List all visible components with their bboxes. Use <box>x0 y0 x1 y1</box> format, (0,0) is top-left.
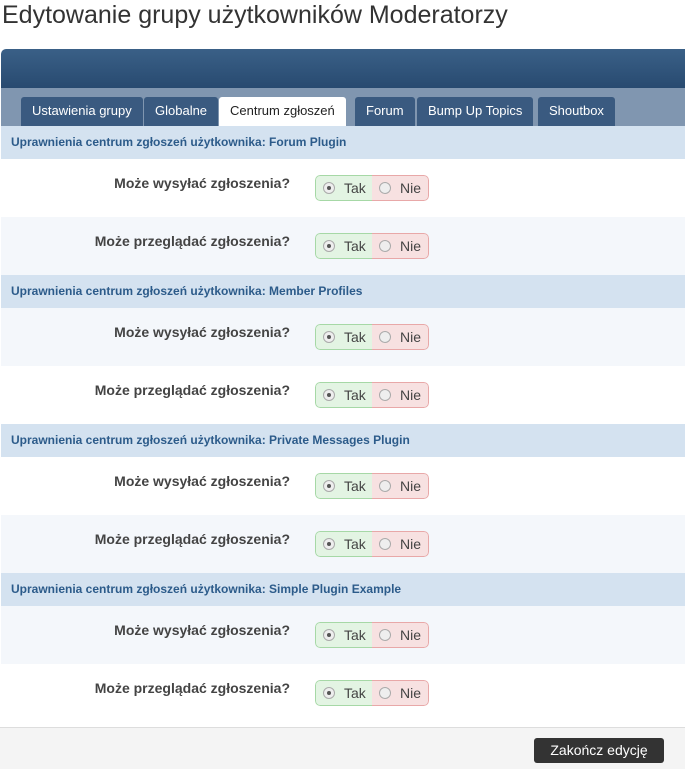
no-label: Nie <box>400 238 422 254</box>
permission-row: Może wysyłać zgłoszenia? Tak Nie <box>1 606 685 664</box>
section-header: Uprawnienia centrum zgłoszeń użytkownika… <box>1 573 685 606</box>
yes-no-toggle: Tak Nie <box>315 531 429 557</box>
settings-panel: Ustawienia grupy Globalne Centrum zgłoszeń… <box>1 49 685 769</box>
permission-label: Może przeglądać zgłoszenia? <box>94 382 290 398</box>
radio-yes-icon[interactable] <box>323 182 335 194</box>
no-label: Nie <box>400 685 422 701</box>
yes-label: Tak <box>344 536 366 552</box>
no-label: Nie <box>400 536 422 552</box>
permission-row: Może wysyłać zgłoszenia? Tak Nie <box>1 159 685 217</box>
permission-row: Może przeglądać zgłoszenia? Tak Nie <box>1 664 685 722</box>
radio-no-icon[interactable] <box>379 240 391 252</box>
tab-forum[interactable]: Forum <box>355 97 415 126</box>
permission-label: Może wysyłać zgłoszenia? <box>114 622 290 638</box>
permission-row: Może przeglądać zgłoszenia? Tak Nie <box>1 217 685 275</box>
yes-option[interactable]: Tak <box>315 233 372 259</box>
section-header: Uprawnienia centrum zgłoszeń użytkownika… <box>1 275 685 308</box>
yes-label: Tak <box>344 685 366 701</box>
radio-yes-icon[interactable] <box>323 687 335 699</box>
panel-header <box>1 49 685 88</box>
tab-centrum-zgłoszeń[interactable]: Centrum zgłoszeń <box>219 97 346 126</box>
no-label: Nie <box>400 478 422 494</box>
permission-row: Może wysyłać zgłoszenia? Tak Nie <box>1 308 685 366</box>
permission-row: Może wysyłać zgłoszenia? Tak Nie <box>1 457 685 515</box>
permission-label: Może wysyłać zgłoszenia? <box>114 473 290 489</box>
radio-yes-icon[interactable] <box>323 240 335 252</box>
radio-no-icon[interactable] <box>379 182 391 194</box>
tab-bump-up-topics[interactable]: Bump Up Topics <box>417 97 534 126</box>
sections: Uprawnienia centrum zgłoszeń użytkownika… <box>1 126 685 722</box>
yes-no-toggle: Tak Nie <box>315 680 429 706</box>
no-label: Nie <box>400 387 422 403</box>
footer: Zakończ edycję <box>0 727 685 769</box>
no-label: Nie <box>400 180 422 196</box>
no-option[interactable]: Nie <box>372 324 429 350</box>
permission-label: Może przeglądać zgłoszenia? <box>94 680 290 696</box>
yes-option[interactable]: Tak <box>315 622 372 648</box>
yes-option[interactable]: Tak <box>315 473 372 499</box>
permission-row: Może przeglądać zgłoszenia? Tak Nie <box>1 515 685 573</box>
yes-option[interactable]: Tak <box>315 382 372 408</box>
yes-label: Tak <box>344 627 366 643</box>
radio-no-icon[interactable] <box>379 480 391 492</box>
section-header: Uprawnienia centrum zgłoszeń użytkownika… <box>1 126 685 159</box>
yes-label: Tak <box>344 329 366 345</box>
tab-shoutbox[interactable]: Shoutbox <box>538 97 615 126</box>
no-option[interactable]: Nie <box>372 531 429 557</box>
tab-ustawienia-grupy[interactable]: Ustawienia grupy <box>21 97 143 126</box>
yes-label: Tak <box>344 180 366 196</box>
yes-no-toggle: Tak Nie <box>315 622 429 648</box>
tab-bar: Ustawienia grupy Globalne Centrum zgłoszeń… <box>1 88 685 126</box>
permission-label: Może wysyłać zgłoszenia? <box>114 324 290 340</box>
section-header: Uprawnienia centrum zgłoszeń użytkownika… <box>1 424 685 457</box>
permission-label: Może przeglądać zgłoszenia? <box>94 233 290 249</box>
radio-yes-icon[interactable] <box>323 538 335 550</box>
radio-no-icon[interactable] <box>379 687 391 699</box>
radio-no-icon[interactable] <box>379 538 391 550</box>
yes-option[interactable]: Tak <box>315 680 372 706</box>
page-title: Edytowanie grupy użytkowników Moderatorz… <box>2 1 508 29</box>
no-label: Nie <box>400 329 422 345</box>
yes-label: Tak <box>344 478 366 494</box>
radio-no-icon[interactable] <box>379 331 391 343</box>
yes-no-toggle: Tak Nie <box>315 175 429 201</box>
no-option[interactable]: Nie <box>372 473 429 499</box>
yes-option[interactable]: Tak <box>315 531 372 557</box>
radio-yes-icon[interactable] <box>323 480 335 492</box>
permission-label: Może wysyłać zgłoszenia? <box>114 175 290 191</box>
no-option[interactable]: Nie <box>372 233 429 259</box>
permission-label: Może przeglądać zgłoszenia? <box>94 531 290 547</box>
no-option[interactable]: Nie <box>372 622 429 648</box>
radio-no-icon[interactable] <box>379 389 391 401</box>
yes-label: Tak <box>344 238 366 254</box>
finish-edit-button[interactable]: Zakończ edycję <box>534 738 664 763</box>
radio-yes-icon[interactable] <box>323 331 335 343</box>
no-option[interactable]: Nie <box>372 680 429 706</box>
radio-no-icon[interactable] <box>379 629 391 641</box>
yes-option[interactable]: Tak <box>315 175 372 201</box>
radio-yes-icon[interactable] <box>323 389 335 401</box>
tab-globalne[interactable]: Globalne <box>144 97 219 126</box>
no-label: Nie <box>400 627 422 643</box>
yes-label: Tak <box>344 387 366 403</box>
yes-no-toggle: Tak Nie <box>315 473 429 499</box>
yes-no-toggle: Tak Nie <box>315 324 429 350</box>
yes-no-toggle: Tak Nie <box>315 233 429 259</box>
yes-option[interactable]: Tak <box>315 324 372 350</box>
no-option[interactable]: Nie <box>372 175 429 201</box>
radio-yes-icon[interactable] <box>323 629 335 641</box>
permission-row: Może przeglądać zgłoszenia? Tak Nie <box>1 366 685 424</box>
no-option[interactable]: Nie <box>372 382 429 408</box>
yes-no-toggle: Tak Nie <box>315 382 429 408</box>
